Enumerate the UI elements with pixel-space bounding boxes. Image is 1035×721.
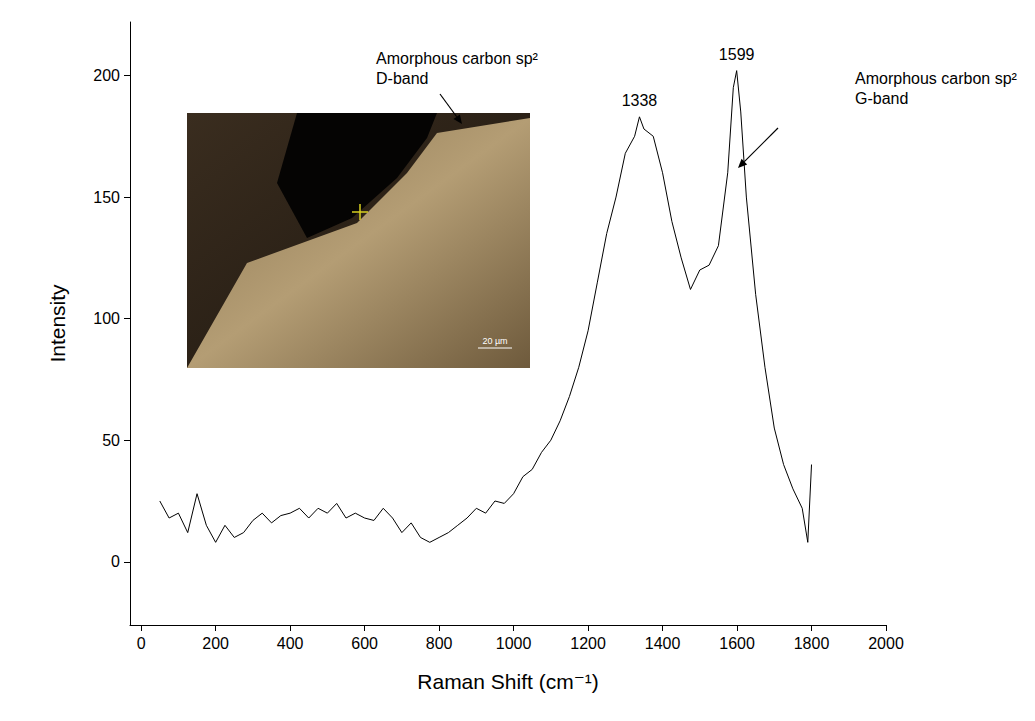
svg-text:1400: 1400 — [645, 635, 681, 652]
svg-text:2000: 2000 — [868, 635, 904, 652]
svg-text:0: 0 — [137, 635, 146, 652]
svg-text:200: 200 — [93, 67, 120, 84]
svg-text:100: 100 — [93, 310, 120, 327]
svg-text:200: 200 — [202, 635, 229, 652]
svg-text:1800: 1800 — [794, 635, 830, 652]
svg-text:1599: 1599 — [719, 46, 755, 63]
svg-text:Amorphous carbon sp²: Amorphous carbon sp² — [376, 50, 539, 67]
svg-text:600: 600 — [351, 635, 378, 652]
svg-text:1338: 1338 — [622, 92, 658, 109]
svg-text:G-band: G-band — [855, 90, 908, 107]
svg-text:400: 400 — [277, 635, 304, 652]
svg-text:800: 800 — [426, 635, 453, 652]
svg-text:20 µm: 20 µm — [482, 336, 507, 346]
svg-text:Intensity: Intensity — [46, 284, 69, 363]
svg-text:50: 50 — [102, 432, 120, 449]
svg-text:150: 150 — [93, 189, 120, 206]
svg-text:1600: 1600 — [719, 635, 755, 652]
svg-text:1200: 1200 — [570, 635, 606, 652]
svg-text:D-band: D-band — [376, 70, 428, 87]
svg-text:Raman Shift (cm⁻¹): Raman Shift (cm⁻¹) — [417, 670, 598, 693]
svg-text:1000: 1000 — [496, 635, 532, 652]
svg-text:0: 0 — [111, 553, 120, 570]
svg-text:Amorphous carbon sp²: Amorphous carbon sp² — [855, 70, 1018, 87]
